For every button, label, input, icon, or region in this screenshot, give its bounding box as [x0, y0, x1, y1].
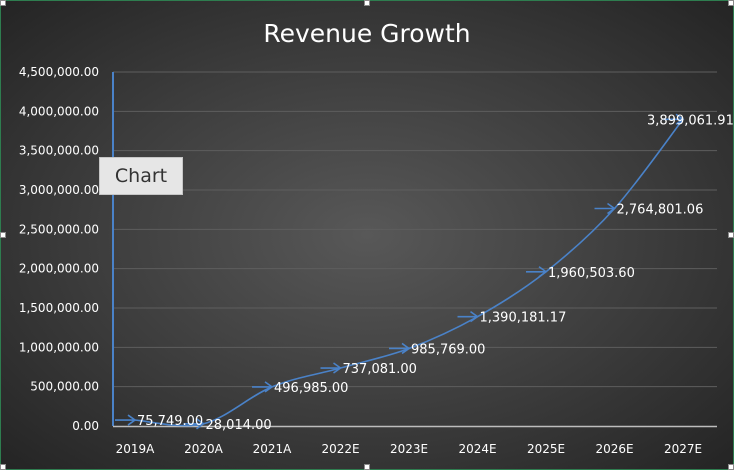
y-tick-label: 3,000,000.00: [19, 183, 99, 197]
data-label: 737,081.00: [343, 362, 417, 377]
y-tick-label: 2,500,000.00: [19, 222, 99, 236]
y-tick-label: 3,500,000.00: [19, 144, 99, 158]
data-label: 1,390,181.17: [480, 311, 567, 326]
y-tick-label: 4,500,000.00: [19, 65, 99, 79]
data-point-marker[interactable]: [389, 342, 411, 355]
series-line[interactable]: [134, 118, 684, 427]
x-axis-tick-labels: 2019A 2020A 2021A 2022E 2023E 2024E 2025E 2026E…: [116, 442, 702, 456]
x-tick-label: 2022E: [321, 442, 359, 456]
data-label: 1,960,503.60: [548, 266, 635, 281]
data-label: 28,014.00: [206, 418, 272, 433]
chart-element-tooltip: Chart: [99, 157, 183, 195]
x-tick-label: 2024E: [458, 442, 496, 456]
data-labels: 75,749.00 28,014.00 496,985.00 737,081.00 98…: [137, 113, 734, 433]
x-tick-label: 2023E: [390, 442, 428, 456]
y-tick-label: 1,000,000.00: [19, 340, 99, 354]
y-tick-label: 1,500,000.00: [19, 301, 99, 315]
y-tick-label: 500,000.00: [30, 380, 99, 394]
x-tick-label: 2019A: [116, 442, 156, 456]
data-point-marker[interactable]: [594, 202, 616, 215]
y-tick-label: 0.00: [72, 419, 99, 433]
revenue-series[interactable]: [115, 113, 685, 430]
data-point-marker[interactable]: [115, 414, 137, 426]
data-label: 985,769.00: [411, 342, 485, 357]
resize-handle-middle-left[interactable]: [0, 232, 6, 238]
data-point-marker[interactable]: [320, 362, 342, 374]
resize-handle-top-left[interactable]: [0, 0, 6, 6]
data-point-marker[interactable]: [183, 418, 205, 430]
chart-title: Revenue Growth: [263, 19, 471, 48]
x-tick-label: 2020A: [184, 442, 224, 456]
resize-handle-top-center[interactable]: [364, 0, 370, 6]
x-tick-label: 2021A: [253, 442, 293, 456]
y-axis-tick-labels: 0.00 500,000.00 1,000,000.00 1,500,000.00 2,…: [19, 65, 99, 433]
data-label: 496,985.00: [274, 381, 348, 396]
x-tick-label: 2025E: [527, 442, 565, 456]
y-tick-label: 2,000,000.00: [19, 262, 99, 276]
data-point-marker[interactable]: [457, 310, 479, 323]
resize-handle-bottom-right[interactable]: [728, 464, 734, 470]
data-label: 3,899,061.91: [647, 113, 734, 128]
data-point-marker[interactable]: [252, 381, 274, 393]
resize-handle-top-right[interactable]: [728, 0, 734, 6]
data-point-marker[interactable]: [663, 113, 685, 125]
y-tick-label: 4,000,000.00: [19, 104, 99, 118]
resize-handle-bottom-left[interactable]: [0, 464, 6, 470]
x-tick-label: 2026E: [595, 442, 633, 456]
data-label: 2,764,801.06: [617, 203, 704, 218]
data-label: 75,749.00: [137, 414, 203, 429]
resize-handle-bottom-center[interactable]: [364, 464, 370, 470]
data-point-marker[interactable]: [526, 266, 548, 278]
gridlines: [112, 71, 717, 428]
resize-handle-middle-right[interactable]: [728, 232, 734, 238]
x-tick-label: 2027E: [664, 442, 702, 456]
